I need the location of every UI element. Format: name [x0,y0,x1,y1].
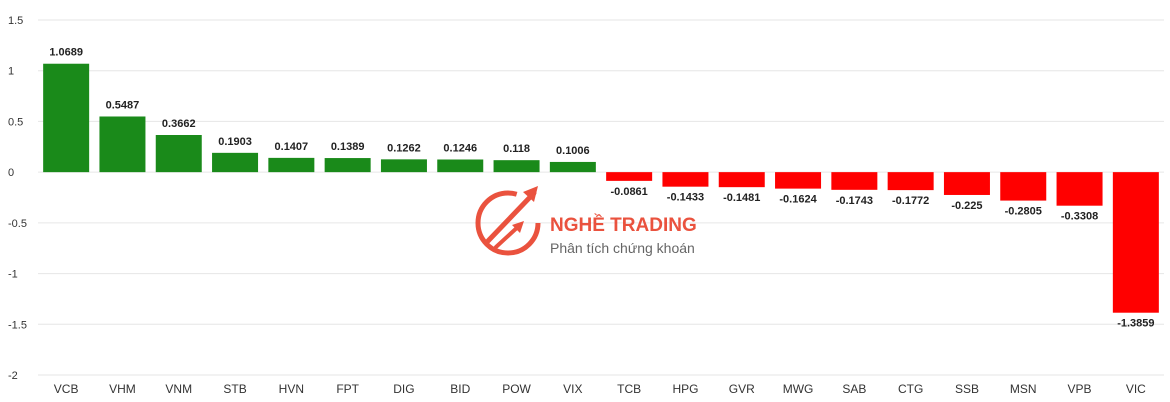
watermark: NGHỀ TRADING Phân tích chứng khoán [475,186,697,256]
bar-vpb [1056,172,1103,206]
x-tick-label: CTG [898,382,923,396]
x-tick-label: STB [223,382,246,396]
watermark-subtitle: Phân tích chứng khoán [550,240,695,256]
x-tick-label: VNM [165,382,192,396]
x-tick-label: VHM [109,382,136,396]
bar-value-label: 0.1389 [331,141,365,153]
bar-value-label: -0.2805 [1005,206,1042,218]
y-tick-label: -1 [8,269,18,281]
bar-value-label: 0.1246 [443,143,477,155]
bar-hpg [662,172,709,187]
bar-value-label: -0.1772 [892,195,929,207]
bar-value-label: 0.1903 [218,136,252,148]
bar-value-label: -0.0861 [610,186,647,198]
y-tick-label: -0.5 [8,218,27,230]
bar-sab [831,172,878,190]
x-tick-label: BID [450,382,470,396]
bar-value-label: 1.0689 [49,47,83,59]
y-tick-label: 1.5 [8,15,23,27]
x-axis-ticks: VCB VHM VNM STB HVN FPT DIG BID POW VIX TCB HPG GVR M… [54,382,1146,396]
bar-value-label: 0.5487 [106,99,140,111]
x-tick-label: SAB [842,382,866,396]
bar-msn [1000,172,1047,201]
grid-lines [38,19,1164,376]
x-tick-label: VIC [1126,382,1146,396]
x-tick-label: VPB [1068,382,1092,396]
x-tick-label: GVR [729,382,755,396]
bar-tcb [606,172,653,181]
bar-fpt [324,158,371,173]
bar-stb [212,152,259,173]
bar-value-label: -0.3308 [1061,211,1098,223]
y-tick-label: 0 [8,167,14,179]
trading-logo-icon [475,186,541,256]
bar-value-label: -0.1481 [723,192,760,204]
x-tick-label: DIG [393,382,414,396]
x-tick-label: POW [502,382,531,396]
y-tick-label: -1.5 [8,319,27,331]
bar-value-label: 0.1262 [387,142,421,154]
bar-value-label: 0.1407 [275,141,309,153]
bar-value-label: -0.1624 [779,194,817,206]
bar-vic [1112,172,1159,313]
watermark-title: NGHỀ TRADING [550,214,697,236]
bars [43,63,1159,313]
x-tick-label: MWG [783,382,814,396]
x-tick-label: SSB [955,382,979,396]
bar-value-label: 0.1006 [556,145,590,157]
bar-vhm [99,116,146,173]
bar-bid [437,159,484,173]
x-tick-label: HPG [672,382,698,396]
x-tick-label: VCB [54,382,79,396]
bar-dig [380,159,427,173]
bar-value-label: 0.118 [503,143,530,155]
y-tick-label: -2 [8,370,18,382]
bar-gvr [718,172,765,188]
bar-vix [549,161,596,173]
bar-vnm [155,134,202,173]
x-tick-label: FPT [336,382,359,396]
bar-ssb [943,172,990,195]
bar-value-label: -1.3859 [1117,318,1154,330]
bar-labels: 1.0689 0.5487 0.3662 0.1903 0.1407 0.1389 0.12… [49,47,1154,330]
y-axis-ticks: 1.5 1 0.5 0 -0.5 -1 -1.5 -2 [8,15,27,382]
x-tick-label: TCB [617,382,641,396]
x-tick-label: VIX [563,382,582,396]
bar-mwg [775,172,822,189]
x-tick-label: MSN [1010,382,1037,396]
y-tick-label: 1 [8,66,14,78]
bar-hvn [268,157,315,173]
bar-vcb [43,63,90,173]
bar-ctg [887,172,934,191]
bar-value-label: -0.1433 [667,192,704,204]
bar-value-label: -0.1743 [836,195,873,207]
bar-value-label: 0.3662 [162,118,196,130]
x-tick-label: HVN [279,382,304,396]
bar-value-label: -0.225 [951,200,982,212]
bar-pow [493,160,540,173]
y-tick-label: 0.5 [8,116,23,128]
